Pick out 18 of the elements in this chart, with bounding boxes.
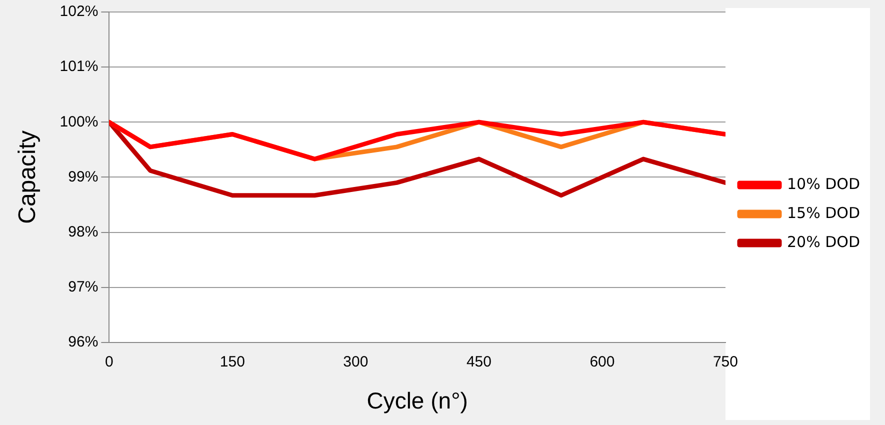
y-tick-label: 99% xyxy=(68,168,98,186)
legend-label: 10% DOD xyxy=(786,174,860,193)
legend-label: 20% DOD xyxy=(786,232,860,251)
x-tick-label: 0 xyxy=(104,354,114,371)
x-tick-label: 450 xyxy=(466,354,492,371)
y-tick-label: 100% xyxy=(60,113,98,130)
y-tick-label: 97% xyxy=(68,278,98,296)
x-tick-label: 750 xyxy=(712,354,738,371)
legend-label: 15% DOD xyxy=(786,204,860,222)
y-tick-label: 101% xyxy=(60,58,98,76)
x-tick-label: 300 xyxy=(343,354,368,371)
y-axis-title: Capacity xyxy=(14,130,42,224)
y-tick-label: 96% xyxy=(68,334,98,351)
y-tick-label: 98% xyxy=(68,223,98,240)
x-axis-title: Cycle (n°) xyxy=(366,388,468,414)
x-tick-label: 150 xyxy=(220,354,245,371)
y-tick-label: 102% xyxy=(60,3,98,20)
x-tick-label: 600 xyxy=(590,354,615,371)
